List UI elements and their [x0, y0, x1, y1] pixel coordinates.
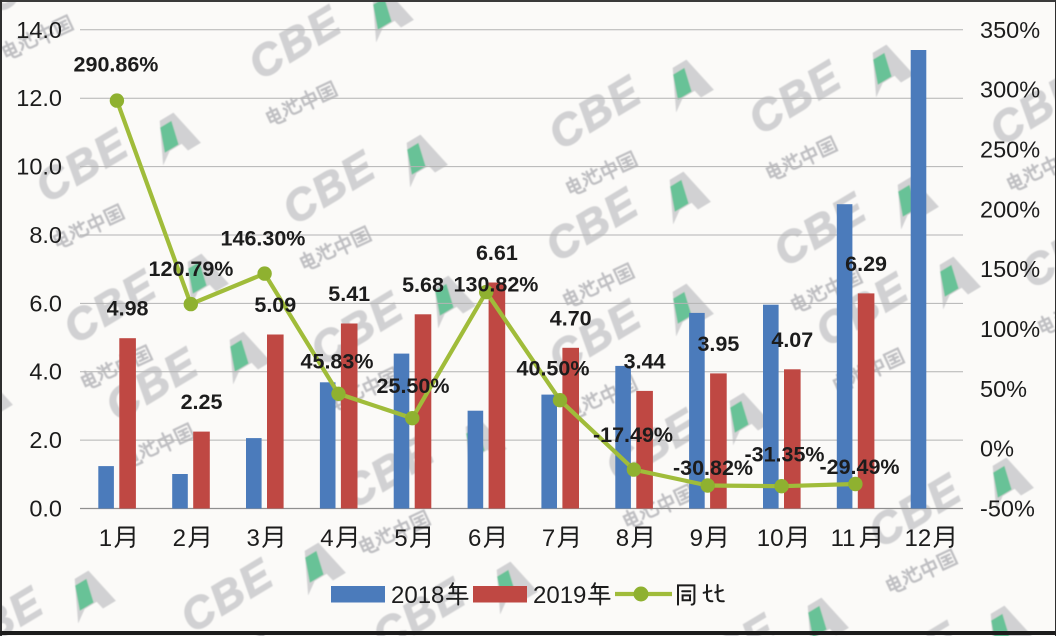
svg-text:10.0: 10.0	[16, 154, 62, 180]
svg-text:8: 8	[616, 525, 629, 552]
svg-text:45.83%: 45.83%	[301, 350, 374, 374]
svg-text:25.50%: 25.50%	[377, 374, 450, 398]
svg-text:150%: 150%	[980, 256, 1040, 282]
svg-text:4: 4	[320, 525, 333, 552]
svg-text:2019: 2019	[533, 582, 586, 609]
svg-text:6: 6	[468, 525, 481, 552]
svg-text:11: 11	[831, 525, 856, 552]
svg-text:120.79%: 120.79%	[149, 257, 234, 281]
svg-text:-17.49%: -17.49%	[593, 423, 673, 447]
svg-text:5.41: 5.41	[328, 282, 370, 306]
svg-text:0%: 0%	[980, 436, 1014, 462]
svg-text:290.86%: 290.86%	[74, 53, 159, 77]
svg-text:2: 2	[173, 525, 186, 552]
svg-text:3: 3	[247, 525, 260, 552]
svg-text:-31.35%: -31.35%	[744, 443, 824, 467]
svg-text:4.98: 4.98	[107, 297, 149, 321]
svg-text:3.95: 3.95	[697, 332, 739, 356]
svg-text:5: 5	[394, 525, 407, 552]
svg-text:146.30%: 146.30%	[221, 227, 306, 251]
svg-text:6.61: 6.61	[476, 241, 518, 265]
svg-text:8.0: 8.0	[29, 222, 62, 248]
svg-text:250%: 250%	[980, 137, 1040, 163]
svg-text:10: 10	[757, 525, 784, 552]
svg-text:-30.82%: -30.82%	[673, 456, 753, 480]
svg-text:40.50%: 40.50%	[517, 357, 590, 381]
svg-text:9: 9	[690, 525, 703, 552]
svg-text:300%: 300%	[980, 77, 1040, 103]
svg-text:50%: 50%	[980, 376, 1027, 402]
svg-text:5.68: 5.68	[402, 273, 444, 297]
svg-text:4.70: 4.70	[550, 306, 592, 330]
svg-text:2018: 2018	[391, 582, 444, 609]
svg-text:0.0: 0.0	[29, 496, 62, 522]
svg-text:3.44: 3.44	[624, 349, 666, 373]
svg-text:-29.49%: -29.49%	[819, 455, 899, 479]
svg-text:4.07: 4.07	[771, 328, 813, 352]
svg-text:14.0: 14.0	[16, 17, 62, 43]
svg-text:4.0: 4.0	[29, 359, 62, 385]
svg-text:5.09: 5.09	[254, 293, 296, 317]
svg-text:-50%: -50%	[980, 496, 1035, 522]
svg-text:12.0: 12.0	[16, 85, 62, 111]
svg-text:12: 12	[905, 525, 932, 552]
svg-text:2.0: 2.0	[29, 427, 62, 453]
svg-text:6.0: 6.0	[29, 290, 62, 316]
svg-text:6.29: 6.29	[845, 252, 887, 276]
svg-text:130.82%: 130.82%	[454, 273, 539, 297]
svg-text:2.25: 2.25	[181, 390, 223, 414]
svg-text:350%: 350%	[980, 17, 1040, 43]
svg-text:7: 7	[542, 525, 555, 552]
svg-text:200%: 200%	[980, 196, 1040, 222]
svg-text:100%: 100%	[980, 316, 1040, 342]
svg-text:1: 1	[99, 525, 112, 552]
